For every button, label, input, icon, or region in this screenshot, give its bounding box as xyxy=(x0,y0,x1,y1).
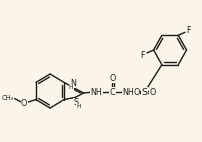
Text: F: F xyxy=(187,26,191,35)
Text: CH₃: CH₃ xyxy=(1,96,14,102)
Text: H: H xyxy=(77,104,81,109)
Text: O: O xyxy=(109,74,116,83)
Text: O: O xyxy=(21,99,27,108)
Text: NH: NH xyxy=(90,87,102,97)
Text: O: O xyxy=(149,87,156,97)
Text: O: O xyxy=(134,87,140,97)
Text: H: H xyxy=(69,85,73,90)
Text: NH: NH xyxy=(122,87,134,97)
Text: C: C xyxy=(110,87,116,97)
Text: F: F xyxy=(141,51,145,59)
Text: N: N xyxy=(70,79,76,88)
Text: S: S xyxy=(73,98,78,107)
Text: S: S xyxy=(142,87,148,97)
